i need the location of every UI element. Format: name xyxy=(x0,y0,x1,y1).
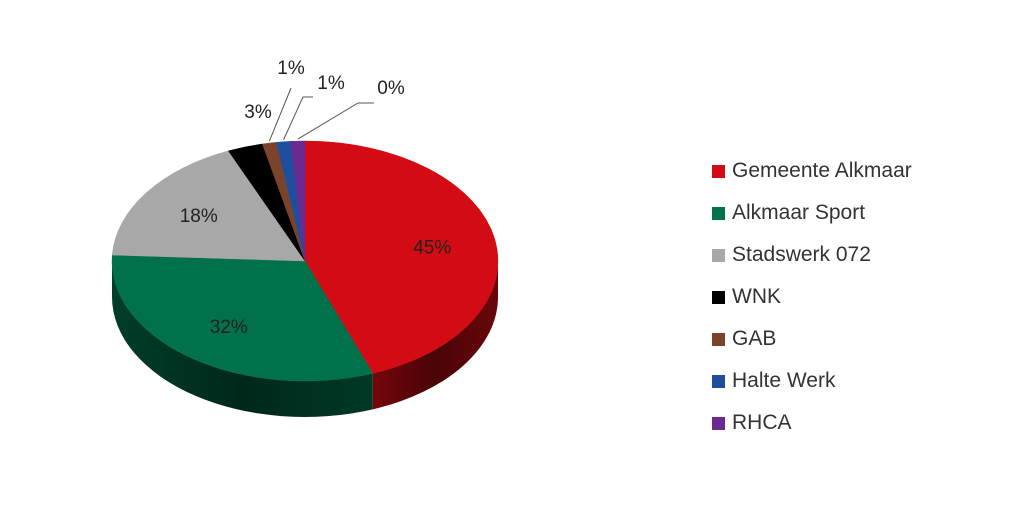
legend-swatch xyxy=(712,416,725,430)
legend-swatch xyxy=(712,374,725,388)
legend-label: GAB xyxy=(732,327,777,350)
legend-swatch xyxy=(712,164,725,178)
legend-label: RHCA xyxy=(732,411,792,434)
legend-item-alkmaar-sport: Alkmaar Sport xyxy=(712,192,912,234)
data-label-4: 1% xyxy=(277,58,305,79)
legend-swatch xyxy=(712,248,725,262)
data-label-2: 18% xyxy=(180,206,218,227)
data-label-3: 3% xyxy=(244,102,272,123)
legend-swatch xyxy=(712,332,725,346)
legend-label: Halte Werk xyxy=(732,369,836,392)
data-label-1: 32% xyxy=(210,317,248,338)
legend-item-stadswerk-072: Stadswerk 072 xyxy=(712,234,912,276)
data-label-6: 0% xyxy=(377,78,405,99)
legend-label: Alkmaar Sport xyxy=(732,201,866,224)
legend-item-rhca: RHCA xyxy=(712,402,912,444)
data-label-5: 1% xyxy=(317,73,345,94)
pie-slice-stadswerk-072 xyxy=(111,150,306,262)
legend-swatch xyxy=(712,290,725,304)
leader-line-6 xyxy=(297,102,374,140)
pie-tops xyxy=(111,140,499,382)
legend-swatch xyxy=(712,206,725,220)
legend-label: WNK xyxy=(732,285,781,308)
legend-item-halte-werk: Halte Werk xyxy=(712,360,912,402)
legend-label: Gemeente Alkmaar xyxy=(732,159,912,182)
chart-legend: Gemeente Alkmaar Alkmaar Sport Stadswerk… xyxy=(712,150,912,444)
legend-item-wnk: WNK xyxy=(712,276,912,318)
pie-sides xyxy=(112,261,498,417)
data-label-0: 45% xyxy=(413,238,451,259)
pie-slice-alkmaar-sport xyxy=(111,254,374,382)
pie-side-0 xyxy=(372,261,498,410)
pie-slice-gemeente-alkmaar xyxy=(304,140,499,374)
pie-side-1 xyxy=(112,261,373,417)
leader-line-4 xyxy=(268,87,292,142)
legend-label: Stadswerk 072 xyxy=(732,243,871,266)
legend-item-gemeente-alkmaar: Gemeente Alkmaar xyxy=(712,150,912,192)
legend-item-gab: GAB xyxy=(712,318,912,360)
pie-labels: 45% 32% 18% 3% 1% 1% 0% xyxy=(180,58,452,338)
pie-slice-rhca xyxy=(290,140,306,262)
leader-line-5 xyxy=(283,96,313,140)
